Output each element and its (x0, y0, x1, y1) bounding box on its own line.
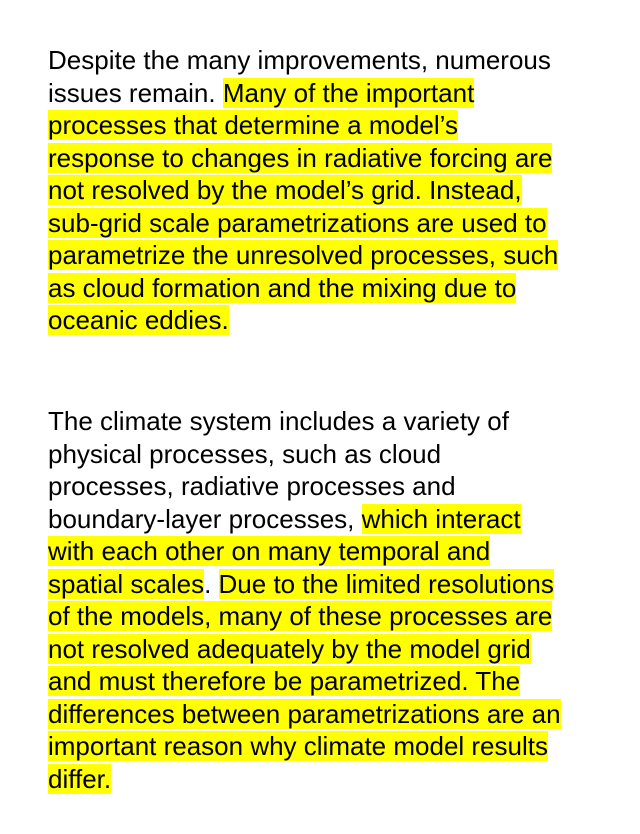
highlighted-text: parametrize the unresolved processes, su… (48, 240, 559, 270)
text-line: processes, radiative processes and (48, 470, 456, 502)
text-span: issues remain. (48, 77, 223, 108)
text-line: as cloud formation and the mixing due to (48, 272, 517, 304)
text-span: The climate system includes a variety of (48, 406, 509, 436)
text-line: Despite the many improvements, numerous (48, 44, 551, 76)
text-span: boundary-layer processes, (48, 503, 362, 534)
highlighted-text: and must therefore be parametrized. The (48, 666, 521, 696)
highlighted-text: sub-grid scale parametrizations are used… (48, 207, 547, 238)
highlighted-text: with each other on many temporal and (48, 536, 491, 566)
highlighted-text: Due to the limited resolutions (218, 568, 554, 599)
highlighted-text: not resolved adequately by the model gri… (48, 633, 531, 664)
text-line: and must therefore be parametrized. The (48, 665, 521, 697)
text-line: parametrize the unresolved processes, su… (48, 239, 559, 271)
highlighted-text: as cloud formation and the mixing due to (48, 272, 517, 303)
highlighted-text: which interact (361, 503, 521, 534)
text-line: response to changes in radiative forcing… (48, 142, 553, 174)
text-line: spatial scales. Due to the limited resol… (48, 568, 554, 600)
text-span: physical processes, such as cloud (48, 438, 442, 469)
highlighted-text: not resolved by the model’s grid. Instea… (48, 175, 522, 205)
text-line: important reason why climate model resul… (48, 730, 548, 762)
highlighted-text: processes that determine a model’s (48, 110, 458, 140)
text-line: differ. (48, 763, 112, 795)
highlighted-text: Many of the important (222, 77, 475, 108)
text-span: Despite the many improvements, numerous (48, 45, 551, 75)
text-line: issues remain. Many of the important (48, 77, 475, 109)
text-line: not resolved by the model’s grid. Instea… (48, 174, 522, 206)
highlighted-text: response to changes in radiative forcing… (48, 142, 553, 173)
highlighted-text: spatial scales (48, 568, 205, 599)
text-line: physical processes, such as cloud (48, 438, 441, 470)
highlighted-text: differences between parametrizations are… (48, 698, 561, 729)
text-line: with each other on many temporal and (48, 535, 491, 567)
text-line: boundary-layer processes, which interact (48, 503, 521, 535)
text-line: The climate system includes a variety of (48, 405, 509, 437)
highlighted-text: important reason why climate model resul… (48, 731, 548, 761)
text-line: processes that determine a model’s (48, 109, 458, 141)
highlighted-text: oceanic eddies. (48, 305, 229, 335)
text-span: . (204, 568, 219, 599)
text-line: of the models, many of these processes a… (48, 600, 553, 632)
text-line: differences between parametrizations are… (48, 698, 561, 730)
text-line: sub-grid scale parametrizations are used… (48, 207, 547, 239)
highlighted-text: differ. (48, 763, 112, 794)
text-line: not resolved adequately by the model gri… (48, 633, 531, 665)
highlighted-text: of the models, many of these processes a… (48, 601, 553, 631)
text-line: oceanic eddies. (48, 304, 229, 336)
text-span: processes, radiative processes and (48, 471, 456, 501)
